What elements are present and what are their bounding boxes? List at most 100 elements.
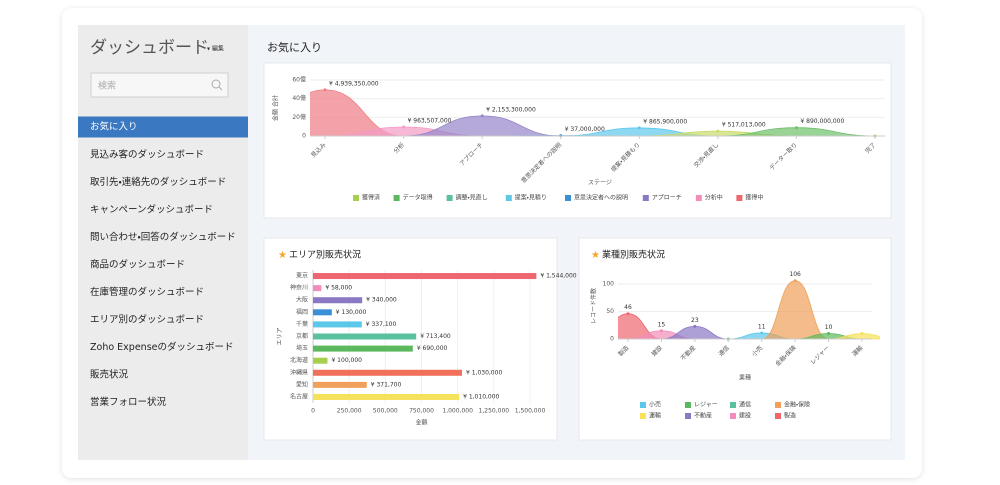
data-label: ¥ 337,100 <box>366 321 397 328</box>
x-axis-title: ステージ <box>588 180 612 187</box>
legend-label: アプローチ <box>652 195 682 202</box>
y-tick-label: 名古屋 <box>290 392 308 400</box>
bar <box>313 345 413 352</box>
legend-label: 提案・見積り <box>515 194 547 202</box>
y-tick-label: 千葉 <box>296 320 308 328</box>
star-icon: ★ <box>591 250 600 261</box>
point <box>323 88 327 92</box>
legend-label: 運輸 <box>649 412 661 420</box>
x-axis-title: 業種 <box>739 374 751 382</box>
point <box>402 125 406 129</box>
data-label: ¥ 690,000 <box>417 345 448 352</box>
y-axis-title: 金額 合計 <box>272 95 280 121</box>
legend-swatch <box>393 195 400 201</box>
nav-item[interactable]: エリア別のダッシュボード <box>90 314 204 326</box>
data-label: ¥ 2,153,300,000 <box>486 106 536 113</box>
bar <box>313 333 417 340</box>
x-tick-label: 500,000 <box>373 408 398 415</box>
point <box>827 332 831 335</box>
y-tick-label: 60億 <box>292 76 306 84</box>
nav-item[interactable]: Zoho Expenseのダッシュボード <box>90 341 234 353</box>
legend-swatch <box>353 195 359 201</box>
x-tick-label: 1,000,000 <box>442 408 473 415</box>
data-label: 46 <box>624 304 632 311</box>
data-label: 15 <box>658 321 666 328</box>
point <box>793 279 797 283</box>
legend-label: 不動産 <box>694 412 712 420</box>
nav-item[interactable]: キャンペーンダッシュボード <box>90 204 213 216</box>
bar <box>313 273 537 280</box>
edit-link[interactable]: ▾ 編集 <box>207 45 224 53</box>
nav-item[interactable]: 見込み客のダッシュボード <box>90 149 204 161</box>
data-label: 106 <box>789 271 801 278</box>
plot <box>618 280 880 340</box>
nav-item[interactable]: 商品のダッシュボード <box>90 259 185 271</box>
data-label: 10 <box>825 324 833 331</box>
x-tick-label: 0 <box>311 408 315 415</box>
search-icon <box>211 79 221 89</box>
point <box>659 329 663 333</box>
legend-swatch <box>685 413 691 419</box>
nav-item[interactable]: 販売状況 <box>90 369 129 381</box>
y-tick-label: 京都 <box>296 332 308 340</box>
x-tick-label: 250,000 <box>337 408 362 415</box>
search-box[interactable] <box>90 72 229 98</box>
y-tick-label: 東京 <box>296 272 308 280</box>
bar <box>313 393 460 400</box>
data-label: ¥ 517,013,000 <box>722 122 766 129</box>
bar <box>313 297 363 304</box>
y-tick-label: 20億 <box>292 113 306 121</box>
legend-label: 分析中 <box>705 194 723 202</box>
y-tick-label: 0 <box>302 133 306 140</box>
nav-item[interactable]: 営業フォロー状況 <box>90 396 167 408</box>
point <box>693 324 697 328</box>
star-icon: ★ <box>278 250 287 261</box>
panel-title: 業種別販売状況 <box>602 249 665 261</box>
nav-item[interactable]: 問い合わせ・回答のダッシュボード <box>90 231 236 243</box>
legend-swatch <box>642 195 649 201</box>
nav-item[interactable]: 在庫管理のダッシュボード <box>90 286 204 298</box>
point <box>626 312 630 316</box>
legend-label: 小売 <box>649 401 661 409</box>
point <box>716 129 720 133</box>
y-tick-label: 100 <box>603 281 615 288</box>
legend-swatch <box>695 195 702 201</box>
x-axis-title: 金額 <box>415 419 427 427</box>
y-tick-label: 神奈川 <box>290 284 308 292</box>
y-tick-label: 大阪 <box>296 296 308 304</box>
legend-label: 意思決定者への説明 <box>574 194 628 202</box>
legend-swatch <box>730 402 736 408</box>
search-icon <box>218 86 223 91</box>
legend-label: 製造 <box>784 412 796 420</box>
legend-label: 獲得中 <box>745 194 763 202</box>
legend-label: 建設 <box>739 412 751 420</box>
legend-swatch <box>640 413 646 419</box>
x-tick-label: 750,000 <box>409 408 434 415</box>
plot <box>310 89 880 137</box>
legend-label: 獲得済 <box>362 194 380 202</box>
nav-item-bg[interactable] <box>78 116 248 138</box>
data-label: ¥ 130,000 <box>336 309 367 316</box>
legend-label: 金融・保険 <box>784 401 810 409</box>
data-label: ¥ 1,010,000 <box>463 393 499 400</box>
y-tick-label: 埼玉 <box>296 344 308 352</box>
data-label: 23 <box>691 317 699 324</box>
data-label: ¥ 713,400 <box>420 333 451 340</box>
data-label: ¥ 4,939,350,000 <box>329 80 379 87</box>
data-label: 11 <box>758 323 766 330</box>
nav-item[interactable]: お気に入り <box>90 121 138 133</box>
nav-item[interactable]: 取引先・連絡先のダッシュボード <box>90 176 226 188</box>
bar <box>313 381 367 388</box>
legend-swatch <box>685 402 691 408</box>
data-label: ¥ 865,900,000 <box>643 118 687 125</box>
point <box>860 332 864 335</box>
point <box>794 126 798 130</box>
data-label: ¥ 58,000 <box>325 285 352 292</box>
legend-label: レジャー <box>694 402 718 409</box>
data-label: ¥ 371,700 <box>371 381 402 388</box>
panel-title: エリア別販売状況 <box>289 249 361 261</box>
legend-label: 通信 <box>739 401 751 409</box>
y-tick-label: 沖縄県 <box>290 368 308 376</box>
x-tick-label: 1,500,000 <box>515 408 546 415</box>
